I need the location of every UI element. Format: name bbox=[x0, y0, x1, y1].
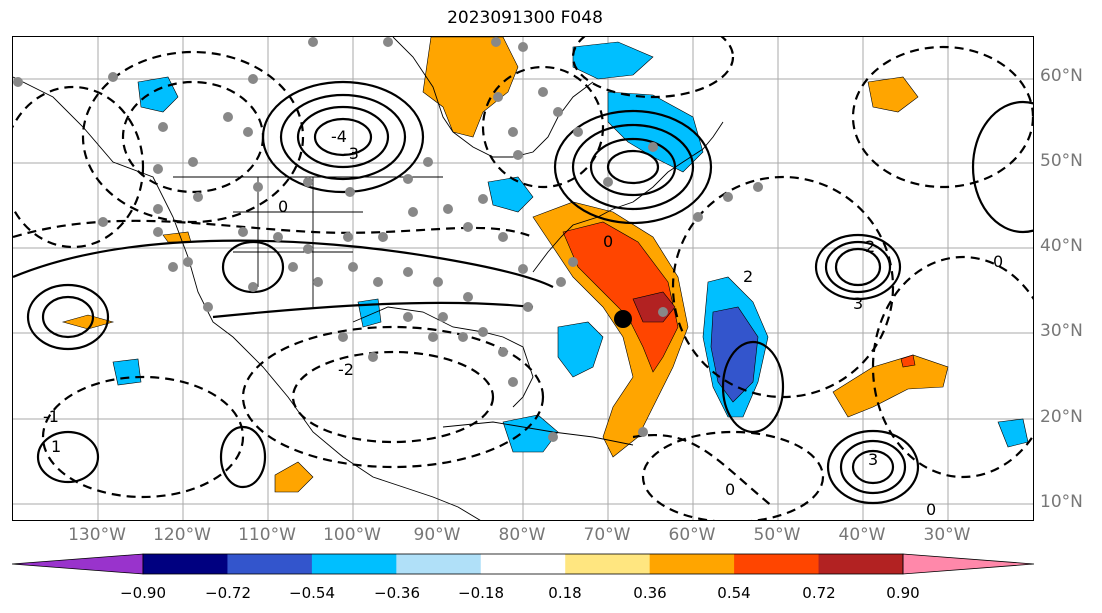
colorbar-segment bbox=[480, 554, 566, 574]
colorbar-segment bbox=[734, 554, 820, 574]
contour-label: 3 bbox=[868, 450, 878, 469]
colorbar-tick-label: 0.54 bbox=[717, 584, 751, 602]
latitude-label: 10°N bbox=[1040, 492, 1083, 512]
orange-region-pacific bbox=[61, 314, 115, 330]
longitude-label: 50°W bbox=[753, 525, 801, 545]
colorbar-tick-label: 0.18 bbox=[548, 584, 582, 602]
colorbar-extend-low bbox=[12, 553, 144, 575]
orange-region-mexico bbox=[274, 461, 314, 493]
map-plot-area[interactable]: -4 -3 -2 -1 0 0 0 1 2 2 3 3 0 0 bbox=[12, 36, 1034, 521]
longitude-label: 80°W bbox=[498, 525, 546, 545]
skyblue-region-greenland bbox=[572, 41, 654, 80]
colorbar-tick-label: −0.90 bbox=[120, 584, 166, 602]
contour-label: 2 bbox=[743, 267, 753, 286]
contour-label: 0 bbox=[725, 480, 735, 499]
skyblue-region-gulf bbox=[502, 414, 559, 453]
colorbar-tick-label: −0.18 bbox=[458, 584, 504, 602]
longitude-label: 90°W bbox=[413, 525, 461, 545]
contour-label: 0 bbox=[993, 252, 1003, 271]
colorbar-tick-label: −0.54 bbox=[289, 584, 335, 602]
contour-label: 0 bbox=[278, 197, 288, 216]
red-region-atlantic bbox=[562, 221, 679, 373]
colorbar-segment bbox=[143, 554, 228, 574]
contour-label: -3 bbox=[343, 144, 359, 163]
contour-label: 1 bbox=[51, 437, 61, 456]
latitude-label: 50°N bbox=[1040, 151, 1083, 171]
contours-dashed bbox=[13, 37, 1033, 520]
contours-solid bbox=[13, 80, 1033, 505]
red-region-central-atlantic bbox=[900, 354, 916, 368]
contour-label: 0 bbox=[603, 232, 613, 251]
longitude-label: 60°W bbox=[668, 525, 716, 545]
contour-label: -1 bbox=[43, 407, 59, 426]
colorbar-segment bbox=[396, 554, 482, 574]
colorbar-segment bbox=[649, 554, 735, 574]
colorbar-tick-label: 0.72 bbox=[802, 584, 836, 602]
longitude-label: 40°W bbox=[838, 525, 886, 545]
contour-label: -4 bbox=[331, 127, 347, 146]
longitude-label: 120°W bbox=[153, 525, 211, 545]
skyblue-region-eastatlantic bbox=[997, 418, 1029, 448]
colorbar-tick-label: 0.90 bbox=[886, 584, 920, 602]
colorbar-tick-label: −0.36 bbox=[374, 584, 420, 602]
colorbar-outline bbox=[142, 553, 904, 575]
colorbar-tick-label: 0.36 bbox=[633, 584, 667, 602]
contour-label: 3 bbox=[853, 294, 863, 313]
latitude-label: 20°N bbox=[1040, 407, 1083, 427]
skyblue-region-caribbean bbox=[557, 321, 604, 378]
map-svg: -4 -3 -2 -1 0 0 0 1 2 2 3 3 0 0 bbox=[13, 37, 1033, 520]
skyblue-region-pacific bbox=[112, 358, 142, 386]
latitude-label: 30°N bbox=[1040, 321, 1083, 341]
contour-label: -2 bbox=[338, 360, 354, 379]
skyblue-region-alaska bbox=[137, 76, 179, 113]
colorbar-segment bbox=[311, 554, 397, 574]
latitude-label: 60°N bbox=[1040, 66, 1083, 86]
longitude-label: 70°W bbox=[583, 525, 631, 545]
colorbar-extend-high bbox=[902, 553, 1035, 575]
map-title: 2023091300 F048 bbox=[447, 8, 603, 28]
orange-region-northeast bbox=[867, 76, 919, 113]
skyblue-region-lakes bbox=[487, 176, 534, 213]
longitude-label: 110°W bbox=[238, 525, 296, 545]
colorbar-tick-label: −0.72 bbox=[205, 584, 251, 602]
latitude-label: 40°N bbox=[1040, 236, 1083, 256]
shading-regions bbox=[61, 37, 1029, 493]
colorbar-segments bbox=[12, 553, 1035, 575]
storm-center-marker bbox=[614, 310, 632, 328]
longitude-label: 30°W bbox=[923, 525, 971, 545]
colorbar-segment bbox=[565, 554, 651, 574]
contour-label: 0 bbox=[926, 500, 936, 519]
orange-region-southwest bbox=[162, 231, 192, 243]
longitude-label: 100°W bbox=[323, 525, 381, 545]
station-dots bbox=[13, 37, 763, 442]
colorbar-segment bbox=[818, 554, 904, 574]
colorbar-segment bbox=[227, 554, 313, 574]
orange-region-central-atlantic bbox=[832, 354, 949, 418]
colorbar bbox=[12, 553, 1035, 575]
contour-labels: -4 -3 -2 -1 0 0 0 1 2 2 3 3 0 0 bbox=[43, 127, 1003, 519]
contour-label: 2 bbox=[865, 237, 875, 256]
longitude-label: 130°W bbox=[68, 525, 126, 545]
orange-region-hudson bbox=[422, 37, 519, 138]
